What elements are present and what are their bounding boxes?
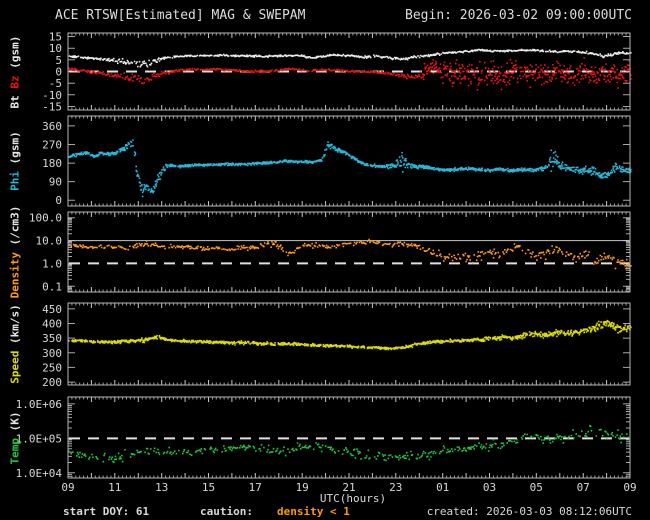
y-tick-label: -15 <box>42 101 62 114</box>
y-tick-label: 10.0 <box>36 235 63 248</box>
axis-title-part: Bz <box>8 74 22 89</box>
x-minor-ticks <box>71 116 627 206</box>
x-tick-label: 17 <box>249 481 262 494</box>
y-tick-label: 270 <box>42 139 62 152</box>
y-ticks <box>68 125 630 201</box>
y-tick-label: 0.1 <box>42 280 62 293</box>
x-tick-label: 01 <box>436 481 449 494</box>
x-tick-label: 11 <box>108 481 121 494</box>
x-tick-label: 05 <box>530 481 543 494</box>
y-ticks <box>68 308 630 383</box>
x-tick-label: 09 <box>61 481 74 494</box>
y-tick-label: 1.0E+04 <box>16 467 63 480</box>
x-tick-label: 07 <box>577 481 590 494</box>
x-tick-labels: 09 11 13 15 17 19 21 23 01 03 05 07 09 <box>61 481 636 494</box>
caution-value: density < 1 <box>277 505 350 518</box>
series-density <box>68 238 632 271</box>
x-minor-ticks <box>71 212 627 292</box>
x-major-ticks <box>67 303 631 385</box>
y-tick-label: 300 <box>42 347 62 360</box>
panel-frame <box>67 302 631 386</box>
x-axis-label: UTC(hours) <box>319 492 387 505</box>
y-tick-label: 1.0E+06 <box>16 398 62 411</box>
series-phi <box>68 139 632 198</box>
x-tick-label: 03 <box>483 481 496 494</box>
axis-title-part: (km/s) <box>8 304 22 351</box>
axis-title-part: (gsm) <box>8 35 22 75</box>
series-speed <box>68 319 632 351</box>
panel-density: 100.0 10.0 1.0 0.1 <box>29 211 632 293</box>
y-tick-label: 180 <box>42 157 62 170</box>
y-tick-label: 0 <box>55 66 62 79</box>
caution-label: caution: <box>200 505 253 518</box>
x-tick-label: 15 <box>202 481 215 494</box>
x-tick-label: 21 <box>342 481 355 494</box>
axis-title-part: (K) <box>8 411 22 438</box>
x-minor-ticks <box>71 33 627 110</box>
y-tick-label: 1.0 <box>42 257 62 270</box>
axis-title-part: (gsm) <box>8 131 22 171</box>
panel-frame <box>67 115 631 207</box>
start-doy-text: start DOY: 61 <box>63 505 150 518</box>
y-tick-label: 15 <box>49 31 62 44</box>
y-ticks <box>68 403 630 477</box>
y-tick-label: 400 <box>42 318 62 331</box>
panel-frame <box>67 32 631 111</box>
x-tick-label: 23 <box>389 481 402 494</box>
series-bz <box>68 57 632 91</box>
begin-timestamp: Begin: 2026-03-02 09:00:00UTC <box>405 8 632 23</box>
x-minor-ticks <box>71 303 627 385</box>
y-tick-label: 250 <box>42 361 62 374</box>
panel-temp: 1.0E+06 1.0E+05 1.0E+04 <box>16 396 631 480</box>
axis-title-part: Bt <box>8 88 22 108</box>
y-tick-label: -5 <box>49 77 62 90</box>
y-tick-label: 360 <box>42 120 62 133</box>
y-tick-label: 10 <box>49 42 62 55</box>
axis-title-part: Speed <box>8 350 22 384</box>
panel-phi: 360 270 180 90 0 <box>42 115 632 207</box>
y-tick-label: 450 <box>42 303 62 316</box>
panel-frame <box>67 396 631 479</box>
y-tick-label: 350 <box>42 332 62 345</box>
y-tick-label: 5 <box>55 54 62 67</box>
x-tick-label: 19 <box>296 481 309 494</box>
y-tick-label: 200 <box>42 376 62 389</box>
y-tick-label: 90 <box>49 176 62 189</box>
axis-title-part: (/cm3) <box>8 205 22 252</box>
y-ticks <box>68 217 630 292</box>
axis-title-part: Phi <box>8 170 22 191</box>
plot-title: ACE RTSW[Estimated] MAG & SWEPAM <box>55 8 306 23</box>
x-tick-label: 09 <box>623 481 636 494</box>
panel-frame <box>67 211 631 293</box>
series-temp <box>68 425 630 464</box>
y-tick-label: 100.0 <box>29 212 62 225</box>
y-tick-label: 0 <box>55 194 62 207</box>
x-tick-label: 13 <box>155 481 168 494</box>
axis-title-part: Temp <box>8 437 22 465</box>
y-tick-label: 1.0E+05 <box>16 432 62 445</box>
x-minor-ticks <box>71 397 627 478</box>
y-tick-label: -10 <box>42 89 62 102</box>
axis-title-part: Density <box>8 252 22 299</box>
created-timestamp: created: 2026-03-03 08:12:06UTC <box>426 505 632 518</box>
series-bt <box>68 48 632 68</box>
